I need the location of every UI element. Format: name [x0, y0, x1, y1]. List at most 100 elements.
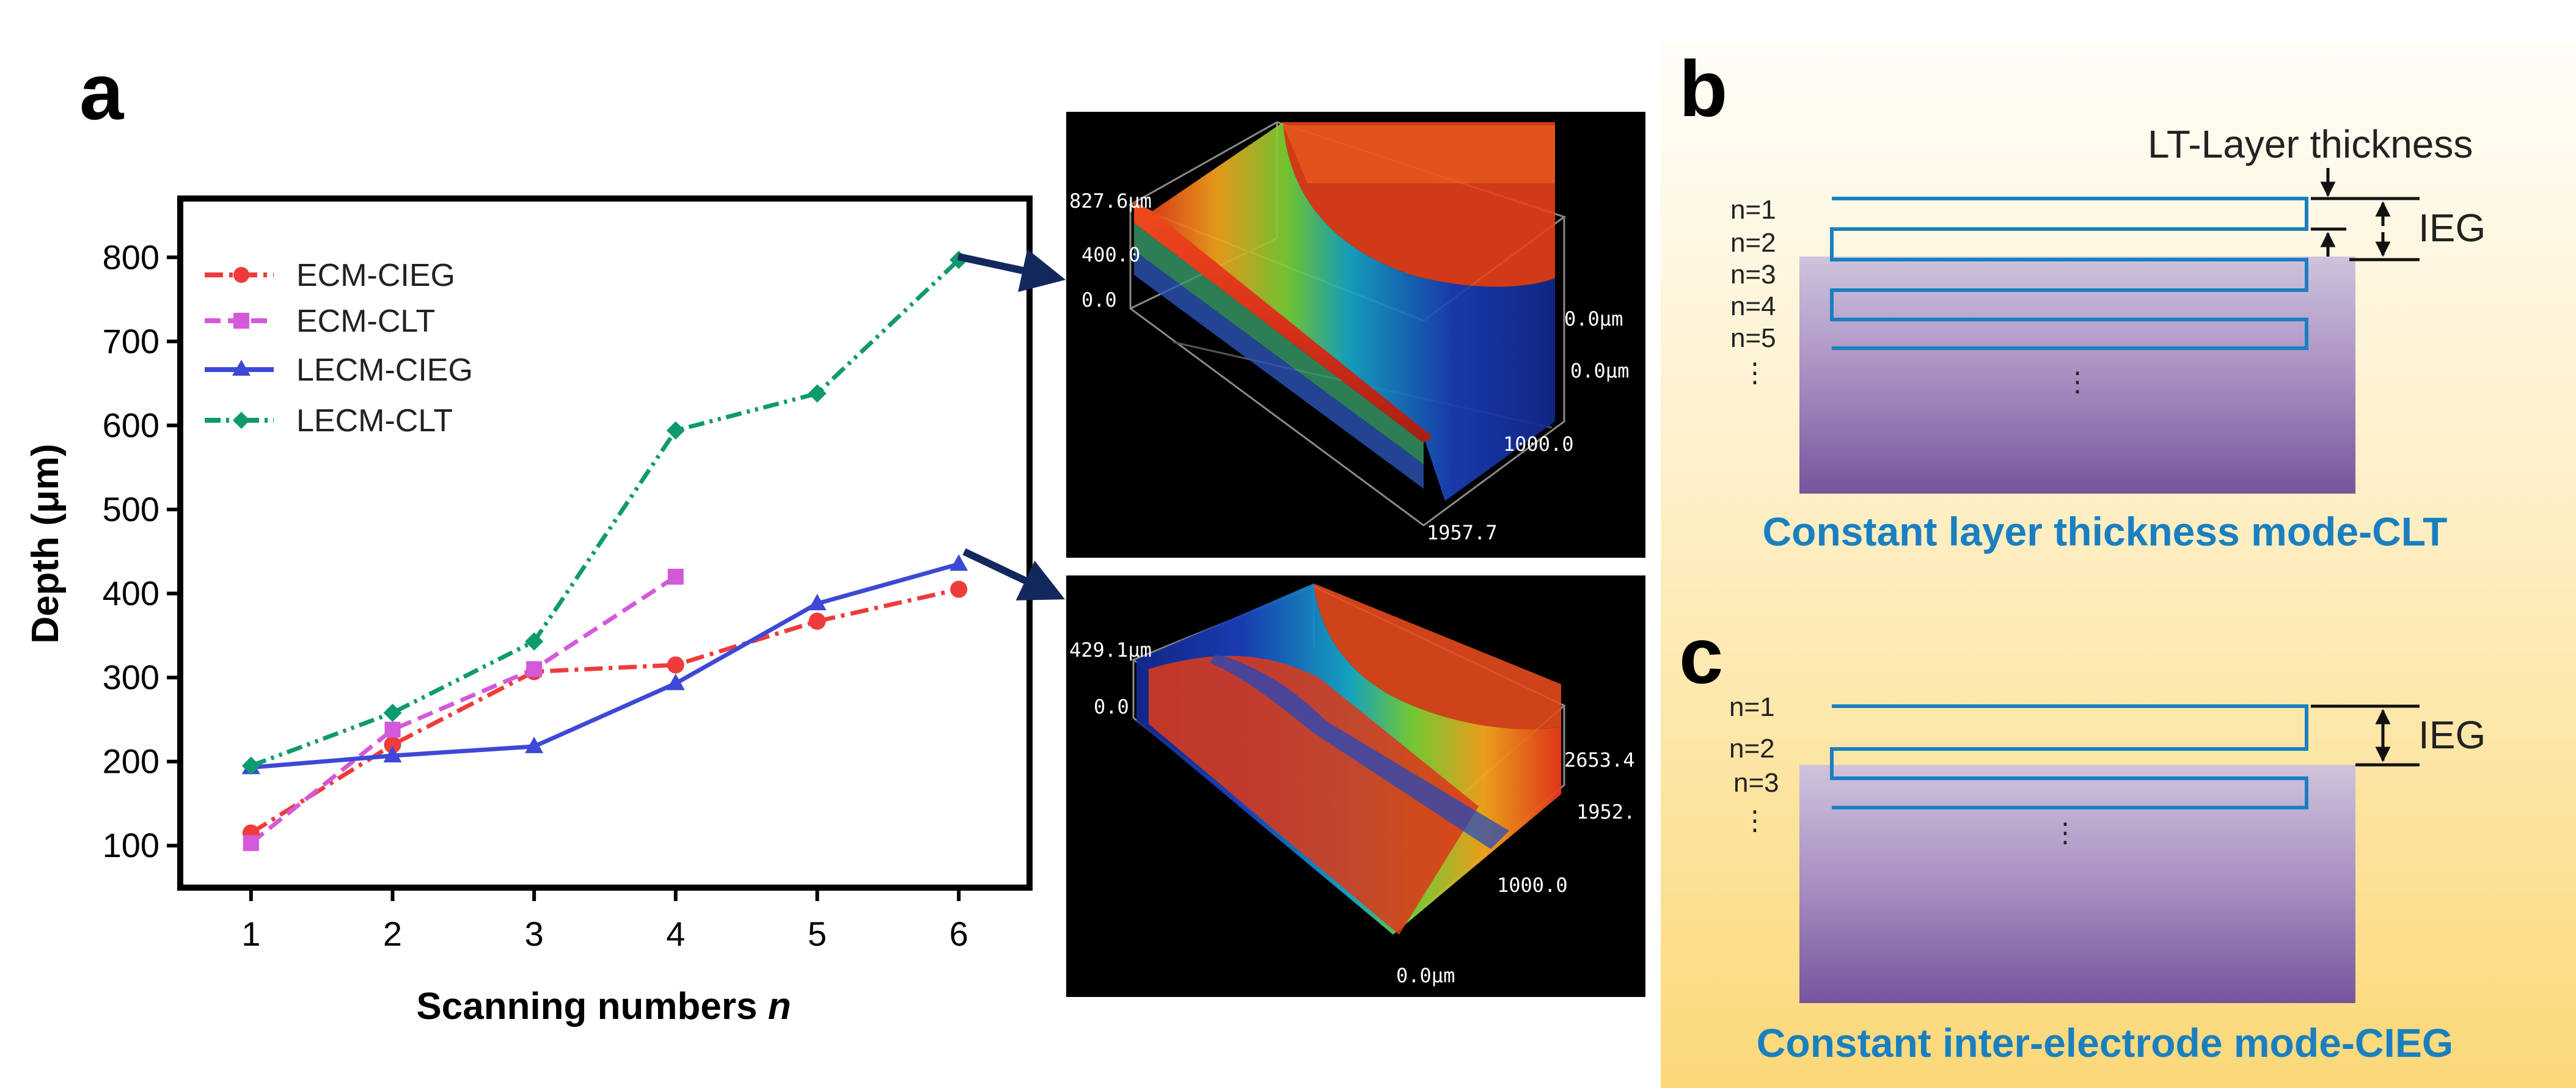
legend-marker-ecm-clt: [233, 313, 249, 329]
legend-label-ecm-clt: ECM-CLT: [296, 304, 435, 339]
profile-bottom-axislabel-4: 0.0μm: [1396, 964, 1455, 987]
data-point-ecm-cieg: [667, 656, 684, 674]
arrow-to-top-profile: [957, 249, 1066, 293]
dimension-markers-b: [2311, 168, 2420, 261]
x-tick-label: 5: [808, 915, 827, 953]
vertical-ellipsis-b: ⋮: [2064, 367, 2091, 397]
x-tick-label: 3: [525, 915, 544, 953]
electrode-path-b: [1830, 197, 2308, 350]
profile-image-top: 827.6μm 400.0 0.0 0.0μm 0.0μm 1000.0 195…: [1066, 112, 1645, 558]
x-axis-title: Scanning numbers n: [416, 985, 791, 1028]
series-line-ecm-clt: [249, 575, 677, 845]
legend-label-lecm-cieg: LECM-CIEG: [296, 352, 473, 388]
workpiece-c: [1799, 765, 2355, 1003]
y-tick-label: 200: [103, 742, 159, 781]
data-point-ecm-clt: [667, 569, 684, 585]
dimension-markers-c: [2311, 704, 2420, 767]
profile-image-bottom: 429.1μm 0.0 2653.4 1952. 1000.0 0.0μm: [1066, 575, 1645, 997]
data-point-lecm-clt: [383, 703, 402, 722]
data-point-lecm-clt: [525, 632, 544, 651]
profile-bottom-axislabel-3: 1000.0: [1497, 874, 1568, 897]
plot-frame: [177, 195, 1033, 891]
profile-top-axislabel-4: 1957.7: [1427, 521, 1498, 544]
x-tick-label: 6: [950, 915, 968, 953]
n-label-c-2: n=2: [1729, 734, 1775, 764]
data-point-ecm-cieg: [384, 736, 401, 754]
n-label-b-4: n=4: [1730, 291, 1776, 321]
series-lines: [249, 258, 961, 845]
series-markers: [241, 250, 968, 852]
data-point-lecm-cieg: [666, 673, 685, 690]
n-label-b-5: n=5: [1730, 323, 1776, 353]
layer-thickness-label: LT-Layer thickness: [2148, 122, 2473, 166]
legend-label-lecm-clt: LECM-CLT: [296, 403, 453, 439]
ieg-label-c: IEG: [2418, 713, 2486, 757]
y-tick-label: 400: [103, 574, 159, 613]
y-tick-label: 600: [103, 406, 159, 444]
data-point-ecm-cieg: [950, 580, 968, 598]
legend-label-ecm-cieg: ECM-CIEG: [296, 258, 455, 293]
profile-bottom-axislabel-1: 2653.4: [1564, 748, 1635, 772]
profile-top-axislabel-3: 1000.0: [1503, 433, 1574, 456]
ieg-label-b: IEG: [2418, 206, 2486, 250]
diagram-c: c n=1 n=2 n=3 ⋮ ⋮ IEG Constant inter-ele…: [1679, 611, 2486, 1065]
y-tick-label: 300: [103, 658, 159, 696]
data-point-lecm-clt: [808, 384, 827, 403]
profile-bottom-axislabel-2: 1952.: [1576, 800, 1635, 823]
profile-top-axislabel-1: 0.0μm: [1564, 307, 1623, 330]
electrode-path-c: [1830, 704, 2308, 809]
legend-marker-ecm-cieg: [233, 267, 249, 283]
data-point-ecm-clt: [243, 835, 259, 852]
y-axis: 100 200 300 400 500 600 700 800: [103, 238, 180, 864]
legend-marker-lecm-cieg: [232, 360, 251, 376]
data-point-ecm-cieg: [808, 612, 826, 630]
data-point-lecm-cieg: [950, 554, 968, 571]
n-label-b-1: n=1: [1730, 195, 1776, 225]
legend-marker-lecm-clt: [233, 412, 250, 429]
x-tick-label: 4: [666, 915, 685, 953]
diagram-b: b LT-Layer thickness n=1 n=2 n=3 n=4 n=5…: [1679, 44, 2486, 554]
y-tick-label: 800: [103, 238, 159, 276]
n-label-c-more: ⋮: [1741, 806, 1768, 836]
n-label-b-more: ⋮: [1741, 358, 1768, 388]
profile-top-zlabel-max: 827.6μm: [1069, 189, 1152, 213]
profile-top-axislabel-2: 0.0μm: [1570, 359, 1629, 382]
y-axis-title: Depth (μm): [24, 444, 67, 643]
series-line-lecm-clt: [250, 258, 961, 768]
n-label-b-3: n=3: [1730, 260, 1776, 290]
data-point-lecm-cieg: [525, 736, 544, 753]
profile-top-zlabel-mid: 400.0: [1081, 243, 1140, 266]
profile-bottom-zlabel-max: 429.1μm: [1069, 638, 1152, 662]
y-tick-label: 500: [103, 490, 159, 528]
x-axis: 1 2 3 4 5 6: [241, 888, 968, 953]
data-point-lecm-clt: [241, 756, 260, 775]
workpiece-b: [1799, 257, 2355, 494]
vertical-ellipsis-c: ⋮: [2052, 818, 2079, 848]
data-point-lecm-cieg: [383, 746, 402, 763]
caption-c: Constant inter-electrode mode-CIEG: [1757, 1020, 2453, 1065]
x-tick-label: 2: [383, 915, 402, 953]
n-labels-c: n=1 n=2 n=3 ⋮: [1729, 692, 1779, 836]
profile-top-zlabel-min: 0.0: [1081, 288, 1117, 312]
panel-label-a: a: [79, 47, 125, 136]
y-tick-label: 700: [103, 322, 159, 360]
arrow-to-bottom-profile: [962, 548, 1066, 601]
n-labels-b: n=1 n=2 n=3 n=4 n=5 ⋮: [1730, 195, 1776, 388]
depth-chart: 100 200 300 400 500 600 700 800 1 2 3 4 5 6 ECM-CIEG…: [24, 195, 1033, 1028]
series-line-lecm-cieg: [251, 562, 960, 770]
n-label-b-2: n=2: [1730, 228, 1776, 258]
data-point-ecm-clt: [526, 661, 543, 677]
data-point-lecm-cieg: [808, 594, 827, 611]
profile-bottom-zlabel-min: 0.0: [1094, 695, 1129, 718]
n-label-c-3: n=3: [1733, 768, 1779, 798]
legend: ECM-CIEG ECM-CLT LECM-CIEG LECM-CLT: [205, 258, 473, 439]
x-tick-label: 1: [241, 915, 260, 953]
panel-label-c: c: [1679, 611, 1723, 700]
n-label-c-1: n=1: [1729, 692, 1775, 722]
data-point-ecm-clt: [384, 721, 401, 738]
panel-label-b: b: [1679, 44, 1727, 133]
y-tick-label: 100: [103, 826, 159, 864]
data-point-lecm-clt: [666, 421, 685, 440]
caption-b: Constant layer thickness mode-CLT: [1762, 509, 2447, 554]
